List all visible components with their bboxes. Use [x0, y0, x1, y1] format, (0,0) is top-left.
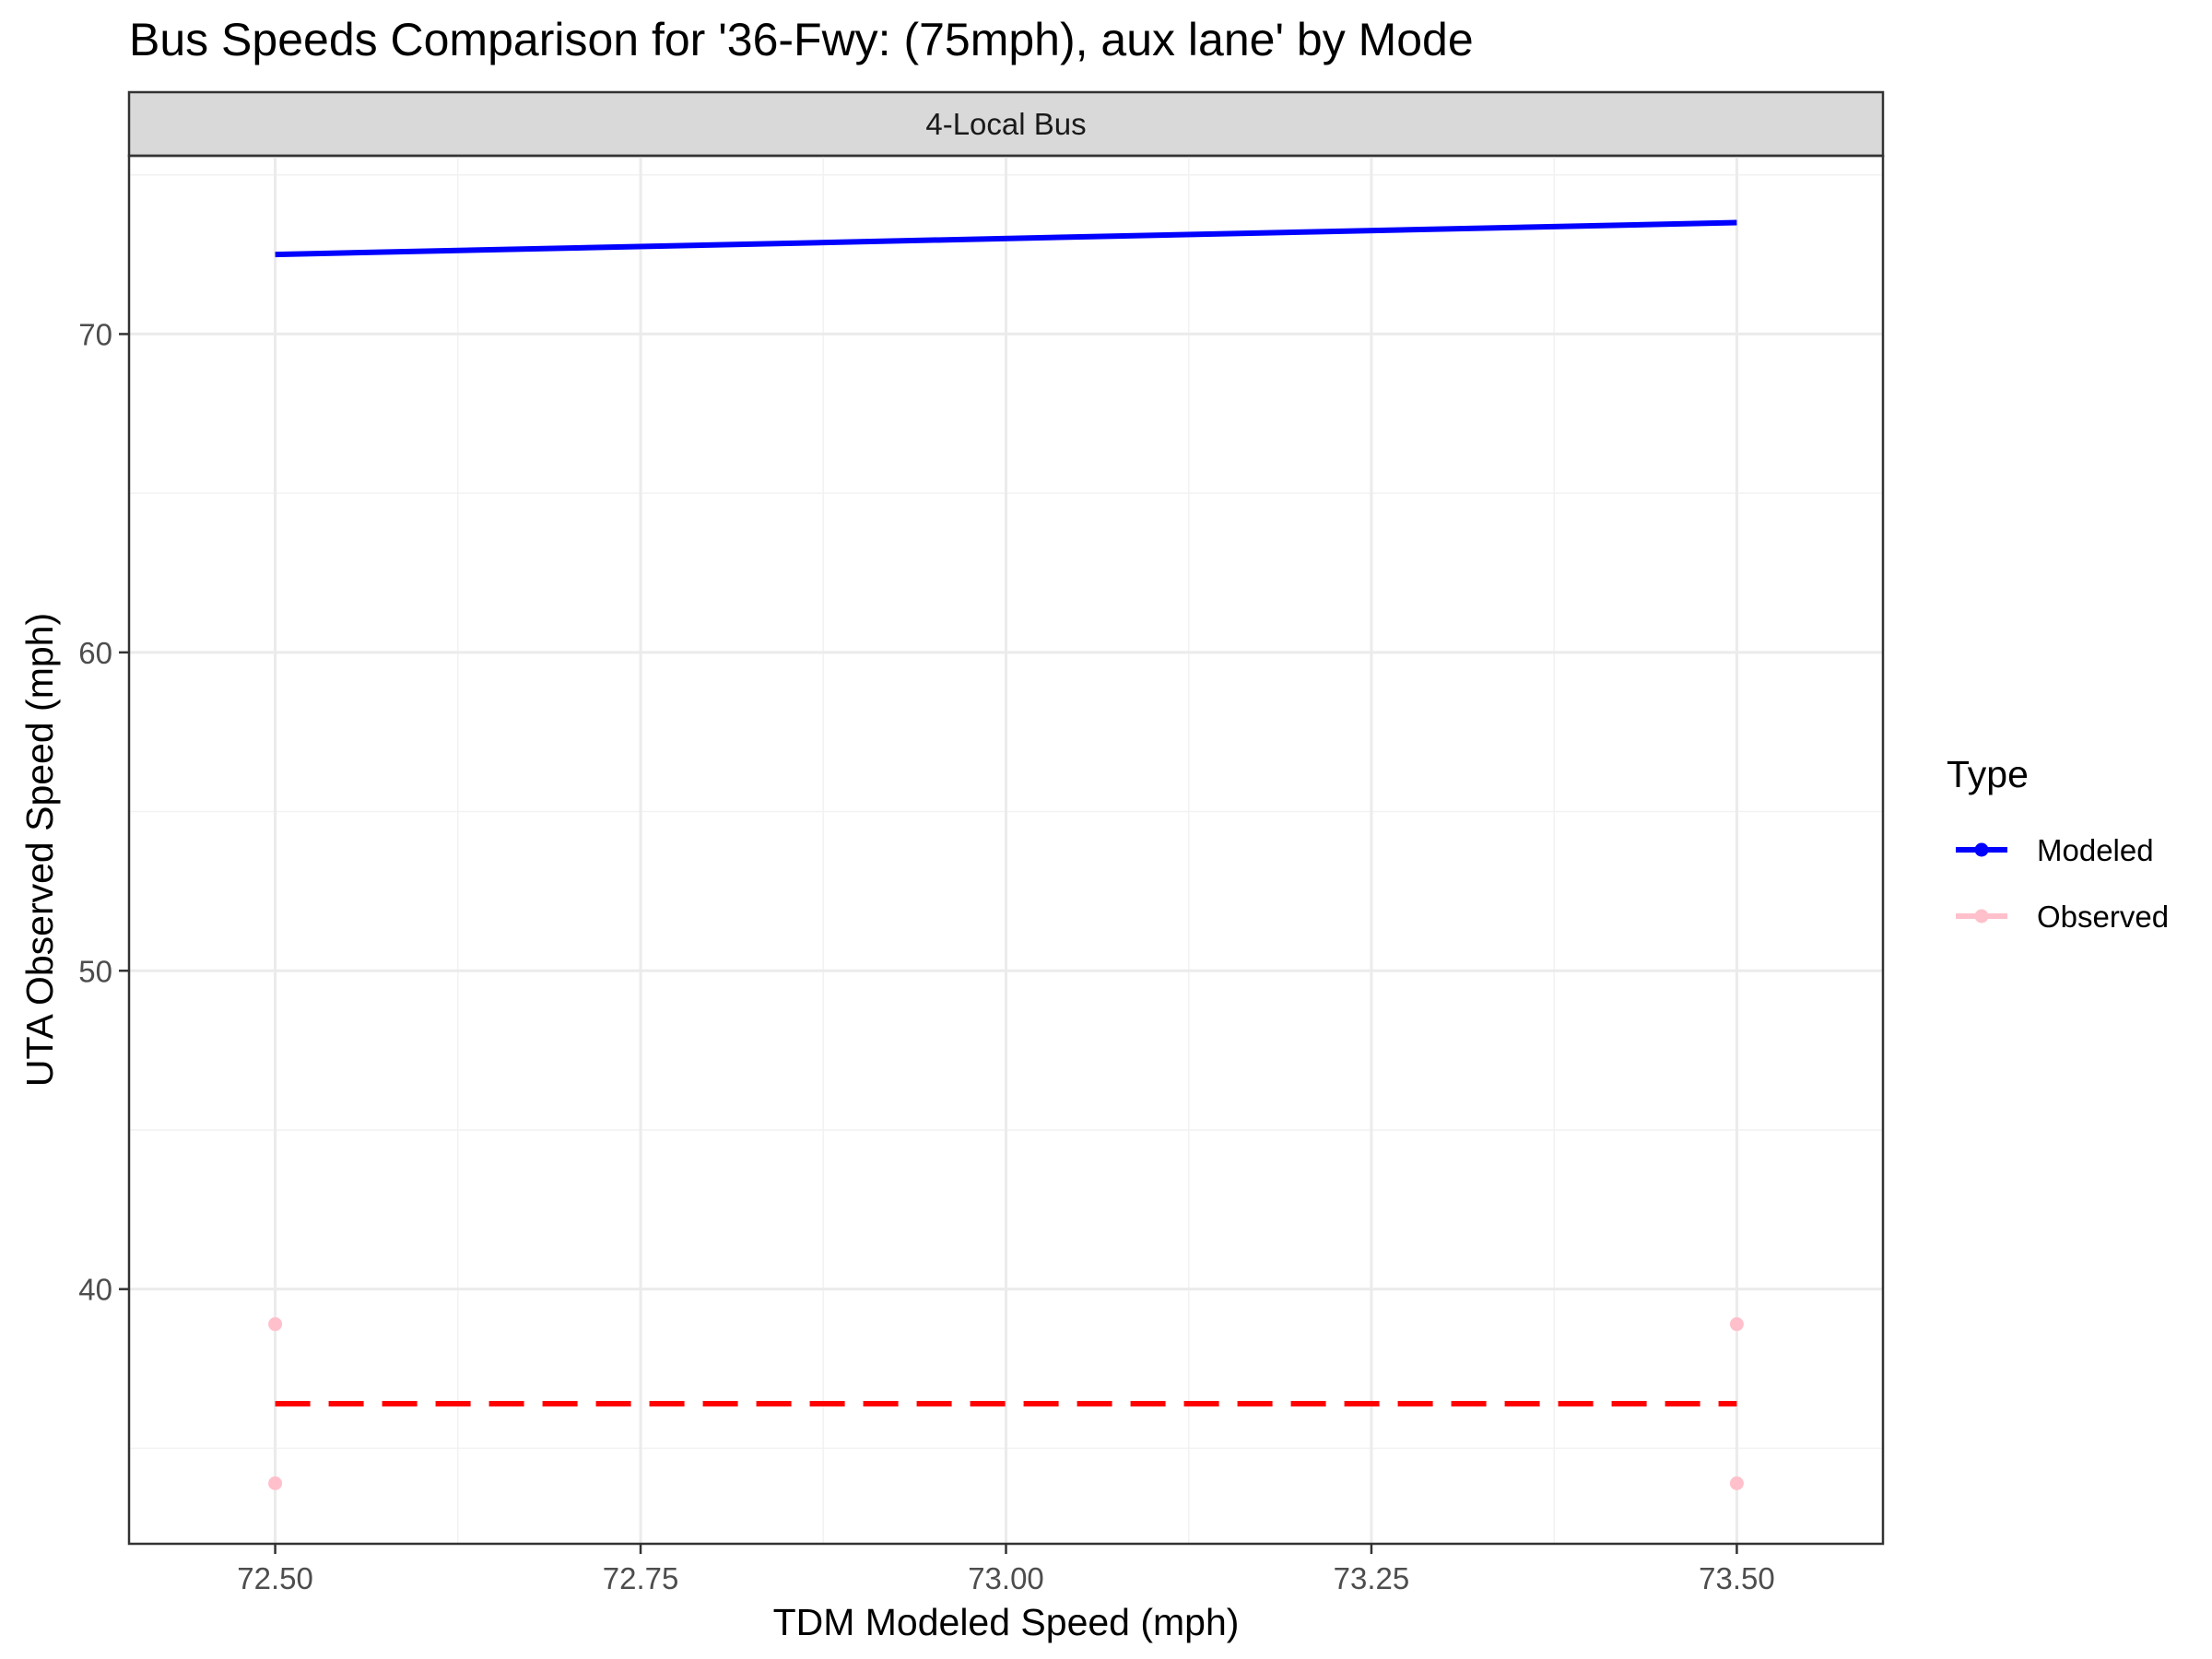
x-tick-label: 73.00	[968, 1561, 1044, 1595]
chart-marks	[268, 219, 1744, 1490]
facet-strip	[127, 90, 1885, 158]
data-point-observed	[268, 1317, 283, 1332]
x-axis-title: TDM Modeled Speed (mph)	[773, 1601, 1240, 1643]
y-tick-label: 70	[78, 317, 112, 351]
legend-title: Type	[1947, 753, 2029, 795]
legend-label-observed: Observed	[2037, 900, 2169, 934]
data-point-observed	[1729, 1317, 1744, 1332]
series-line-modeled	[275, 219, 1737, 258]
facet-strip-label: 4-Local Bus	[925, 107, 1086, 141]
chart-title: Bus Speeds Comparison for '36-Fwy: (75mp…	[129, 14, 1474, 65]
legend-key-point-modeled	[1974, 842, 1989, 857]
legend-key-point-observed	[1974, 909, 1989, 924]
gridlines	[129, 156, 1883, 1544]
y-tick-label: 40	[78, 1273, 112, 1307]
y-axis-title: UTA Observed Speed (mph)	[18, 613, 61, 1087]
legend-label-modeled: Modeled	[2037, 833, 2154, 867]
x-tick-label: 72.50	[237, 1561, 313, 1595]
data-point-observed	[1729, 1476, 1744, 1490]
legend: Type Modeled Observed	[1947, 753, 2169, 934]
x-tick-label: 73.25	[1334, 1561, 1410, 1595]
x-tick-label: 72.75	[603, 1561, 679, 1595]
y-tick-label: 60	[78, 636, 112, 670]
y-tick-label: 50	[78, 954, 112, 988]
axes: 72.50 72.75 73.00 73.25 73.50 40 50 60 70	[78, 317, 1774, 1595]
data-point-observed	[268, 1476, 283, 1490]
x-tick-label: 73.50	[1699, 1561, 1775, 1595]
